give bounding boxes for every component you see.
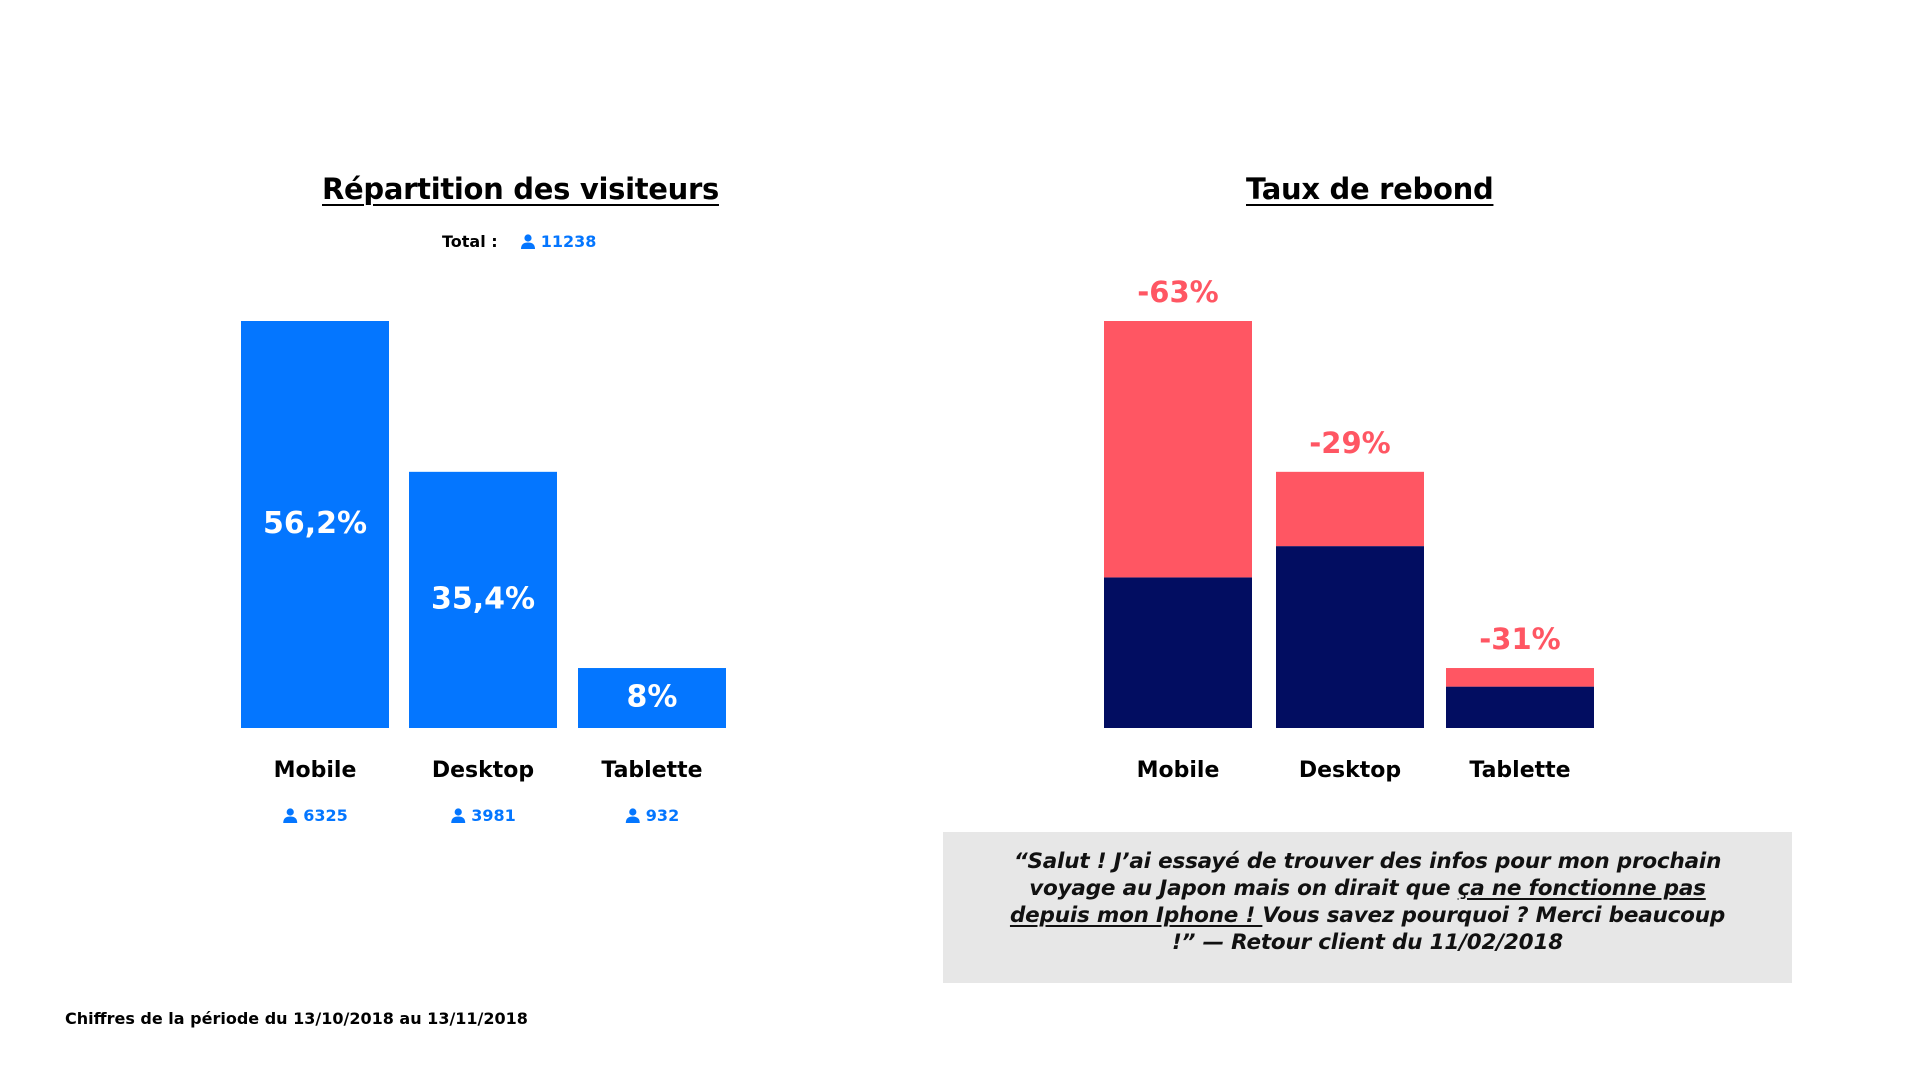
retained-segment-tablette bbox=[1446, 686, 1594, 728]
category-visitor-count: 932 bbox=[625, 806, 679, 825]
bounce-segment-desktop bbox=[1276, 471, 1424, 547]
bounce-chart-title: Taux de rebond bbox=[1246, 172, 1494, 206]
category-label: Mobile bbox=[1136, 758, 1220, 783]
category-label: Tablette bbox=[601, 758, 703, 783]
user-icon bbox=[520, 234, 535, 249]
visitor-bar-mobile bbox=[241, 321, 389, 728]
category-label: Desktop bbox=[431, 758, 535, 783]
quote-text-end: Vous savez pourquoi ? Merci beaucoup !” … bbox=[1172, 903, 1726, 955]
customer-quote: “Salut ! J’ai essayé de trouver des info… bbox=[943, 848, 1792, 956]
user-icon bbox=[625, 808, 640, 823]
user-icon bbox=[283, 808, 298, 823]
period-footnote: Chiffres de la période du 13/10/2018 au … bbox=[65, 1009, 528, 1028]
retained-segment-mobile bbox=[1104, 577, 1252, 728]
bounce-rate-label: -31% bbox=[1479, 622, 1560, 656]
visitor-bar-desktop bbox=[409, 471, 557, 728]
customer-quote-box: “Salut ! J’ai essayé de trouver des info… bbox=[943, 832, 1792, 983]
visitor-count-value: 932 bbox=[645, 806, 680, 825]
total-label: Total : bbox=[442, 232, 498, 251]
total-count: 11238 bbox=[520, 232, 597, 251]
bounce-rate-label: -63% bbox=[1137, 275, 1218, 309]
visitor-bar-tablette bbox=[578, 668, 726, 728]
total-value: 11238 bbox=[540, 232, 597, 251]
quote-text-start: “Salut ! J’ai essayé de trouver des info… bbox=[1013, 849, 1722, 901]
bounce-segment-mobile bbox=[1104, 321, 1252, 578]
visitor-percent-label: 8% bbox=[627, 680, 678, 715]
quote-emphasis: ça ne fonctionne pas depuis mon Iphone ! bbox=[1009, 876, 1706, 928]
category-label: Mobile bbox=[273, 758, 357, 783]
visitor-percent-label: 35,4% bbox=[431, 581, 535, 616]
category-label: Desktop bbox=[1298, 758, 1402, 783]
category-visitor-count: 3981 bbox=[450, 806, 516, 825]
visitors-chart-title: Répartition des visiteurs bbox=[322, 172, 719, 206]
visitor-percent-label: 56,2% bbox=[263, 506, 367, 541]
user-icon bbox=[451, 808, 466, 823]
visitor-count-value: 3981 bbox=[471, 806, 516, 825]
retained-segment-desktop bbox=[1276, 546, 1424, 728]
category-label: Tablette bbox=[1469, 758, 1571, 783]
total-visitors: Total : 11238 bbox=[442, 232, 596, 251]
visitor-count-value: 6325 bbox=[303, 806, 348, 825]
bounce-rate-label: -29% bbox=[1309, 426, 1390, 460]
bounce-segment-tablette bbox=[1446, 668, 1594, 687]
category-visitor-count: 6325 bbox=[282, 806, 348, 825]
